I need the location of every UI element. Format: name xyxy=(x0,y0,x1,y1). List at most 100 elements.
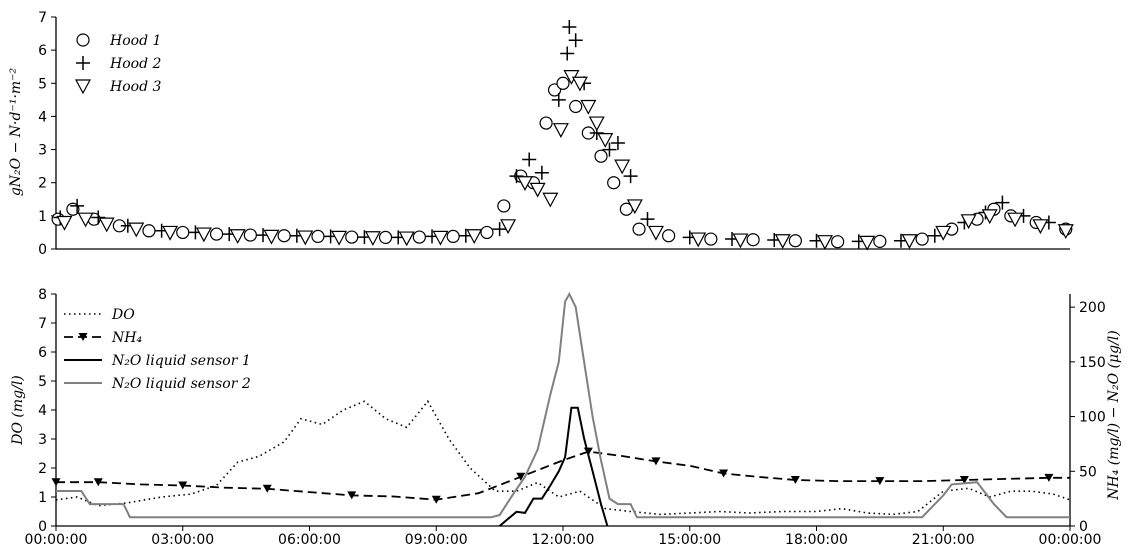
scatter-point xyxy=(614,159,631,175)
nh4-markers xyxy=(51,447,1054,504)
scatter-point xyxy=(480,225,494,240)
legend-marker xyxy=(76,33,90,47)
x-tick-label: 03:00:00 xyxy=(151,532,214,548)
series-line-1 xyxy=(55,399,1071,516)
scatter-point xyxy=(378,230,393,244)
scatter-point xyxy=(960,214,977,230)
top-y-tick-label: 0 xyxy=(38,242,47,258)
top-legend: Hood 1 Hood 2 Hood 3 xyxy=(74,33,161,95)
legend-marker xyxy=(76,56,90,70)
scatter-point xyxy=(704,232,718,246)
x-tick-label: 00:00:00 xyxy=(1039,532,1102,548)
legend-label: N₂O liquid sensor 1 xyxy=(111,353,251,369)
right-y-tick-label: 200 xyxy=(1079,300,1106,316)
bottom-right-y-axis-label: NH₄ (mg/l) − N₂O (μg/l) xyxy=(1106,330,1122,500)
legend-label: Hood 3 xyxy=(109,79,161,95)
left-y-tick-label: 8 xyxy=(38,287,47,303)
right-y-tick-label: 50 xyxy=(1079,464,1097,480)
nh4-marker xyxy=(1044,473,1054,482)
scatter-point xyxy=(91,210,106,225)
left-y-tick-label: 0 xyxy=(38,519,47,535)
scatter-point xyxy=(556,76,570,90)
scatter-point xyxy=(466,229,483,245)
scatter-point xyxy=(640,212,655,227)
left-y-tick-label: 4 xyxy=(38,403,47,419)
left-y-tick-label: 5 xyxy=(38,374,47,390)
scatter-point xyxy=(534,165,549,180)
scatter-point xyxy=(995,195,1010,210)
top-y-tick-label: 5 xyxy=(38,76,47,92)
scatter-point xyxy=(128,222,145,238)
scatter-point xyxy=(229,229,246,245)
scatter-point xyxy=(142,224,156,238)
left-y-tick-label: 2 xyxy=(38,461,47,477)
scatter-point xyxy=(981,209,998,225)
scatter-point xyxy=(774,234,791,249)
x-tick-label: 06:00:00 xyxy=(278,532,341,548)
nh4-marker xyxy=(875,477,885,486)
legend-label: Hood 2 xyxy=(109,56,161,72)
scatter-point xyxy=(568,33,583,48)
legend-label: Hood 1 xyxy=(109,33,161,49)
scatter-point xyxy=(77,212,94,228)
left-y-tick-label: 3 xyxy=(38,432,47,448)
bottom-x-ticks: 00:00:00 03:00:00 06:00:00 09:00:00 12:00:00… xyxy=(25,526,1102,548)
scatter-point xyxy=(746,233,760,247)
x-tick-label: 12:00:00 xyxy=(532,532,595,548)
series-line-3 xyxy=(498,406,609,527)
scatter-point xyxy=(446,229,460,244)
scatter-point xyxy=(311,229,325,244)
nh4-marker xyxy=(431,495,441,504)
scatter-point xyxy=(580,99,597,115)
scatter-point xyxy=(209,227,224,241)
x-tick-label: 09:00:00 xyxy=(405,532,468,548)
bottom-legend: DO NH₄ N₂O liquid sensor 1 N₂O liquid senso… xyxy=(64,307,251,392)
scatter-point xyxy=(1032,219,1049,235)
scatter-point xyxy=(497,199,511,213)
scatter-point xyxy=(831,235,845,249)
left-y-tick-label: 6 xyxy=(38,345,47,361)
nh4-marker xyxy=(178,481,188,490)
scatter-point xyxy=(597,133,614,148)
scatter-point xyxy=(816,235,833,250)
scatter-point xyxy=(647,225,664,241)
scatter-point xyxy=(626,199,643,215)
scatter-point xyxy=(398,231,415,247)
top-y-ticks: 0 1 2 3 4 5 6 7 xyxy=(38,10,56,258)
top-y-axis-label-text: gN₂O − N·d⁻¹·m⁻² xyxy=(8,67,24,196)
left-y-tick-label: 7 xyxy=(38,316,47,332)
scatter-point xyxy=(243,228,257,242)
bottom-right-y-ticks: 0 50 100 150 200 xyxy=(1070,300,1106,535)
right-y-tick-label: 100 xyxy=(1079,410,1106,426)
bottom-panel: DO (mg/l) NH₄ (mg/l) − N₂O (μg/l) 0 1 2 3 4 5… xyxy=(10,287,1122,548)
scatter-point xyxy=(98,217,115,233)
nh4-marker xyxy=(651,457,661,466)
scatter-point xyxy=(412,230,426,244)
scatter-point xyxy=(1057,224,1074,240)
legend-label: DO xyxy=(111,307,135,323)
scatter-point xyxy=(542,192,559,208)
bottom-left-y-ticks: 0 1 2 3 4 5 6 7 8 xyxy=(38,287,56,535)
scatter-point xyxy=(176,225,190,240)
x-tick-label: 00:00:00 xyxy=(25,532,88,548)
scatter-point xyxy=(602,142,617,157)
bottom-left-y-axis-label-text: DO (mg/l) xyxy=(10,375,26,446)
scatter-series-1 xyxy=(51,76,1073,249)
series-line-4 xyxy=(56,291,1070,519)
scatter-point xyxy=(551,92,566,107)
legend-label: N₂O liquid sensor 2 xyxy=(111,376,251,392)
nh4-marker xyxy=(51,478,61,487)
bottom-left-y-axis-label: DO (mg/l) xyxy=(10,375,26,446)
nh4-marker xyxy=(516,472,526,481)
scatter-point xyxy=(331,230,348,246)
nh4-marker xyxy=(719,469,729,478)
nh4-marker xyxy=(347,491,357,500)
scatter-point xyxy=(623,169,638,184)
scatter-point xyxy=(662,229,676,243)
scatter-point xyxy=(569,99,583,114)
scatter-point xyxy=(560,46,575,61)
scatter-point xyxy=(552,123,569,138)
legend-marker xyxy=(78,333,88,341)
